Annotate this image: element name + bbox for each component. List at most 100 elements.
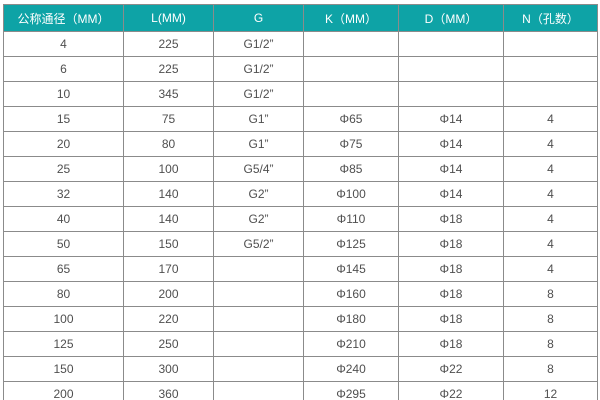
table-cell: 4: [3, 31, 124, 57]
table-cell: [213, 331, 304, 357]
table-cell: Φ110: [303, 206, 399, 232]
column-header-g: G: [213, 4, 304, 32]
table-cell: Φ14: [398, 106, 504, 132]
table-cell: 8: [503, 331, 598, 357]
table-cell: G1/2”: [213, 31, 304, 57]
table-cell: G5/2”: [213, 231, 304, 257]
table-cell: 32: [3, 181, 124, 207]
table-cell: 250: [123, 331, 214, 357]
table-cell: Φ160: [303, 281, 399, 307]
table-cell: [398, 31, 504, 57]
spec-table: 公称通径（MM） L(MM) G K（MM） D（MM） N（孔数） 4 225 G…: [3, 4, 598, 400]
table-body: 4 225 G1/2” 6 225 G1/2” 10 345 G1/2” 15 75 G1” Φ65 Φ1…: [3, 31, 598, 400]
table-cell: 4: [503, 156, 598, 182]
table-cell: Φ145: [303, 256, 399, 282]
table-cell: 4: [503, 131, 598, 157]
table-cell: 65: [3, 256, 124, 282]
table-cell: 100: [3, 306, 124, 332]
table-cell: [503, 81, 598, 107]
table-row: 80 200 Φ160 Φ18 8: [3, 281, 598, 307]
table-cell: [213, 356, 304, 382]
table-row: 125 250 Φ210 Φ18 8: [3, 331, 598, 357]
table-cell: 80: [123, 131, 214, 157]
table-cell: Φ75: [303, 131, 399, 157]
table-cell: 4: [503, 106, 598, 132]
table-cell: G2”: [213, 181, 304, 207]
column-header-l: L(MM): [123, 4, 214, 32]
table-cell: Φ210: [303, 331, 399, 357]
table-cell: Φ18: [398, 256, 504, 282]
table-cell: Φ125: [303, 231, 399, 257]
table-cell: 4: [503, 206, 598, 232]
table-cell: Φ22: [398, 381, 504, 400]
table-cell: Φ18: [398, 206, 504, 232]
table-cell: 200: [3, 381, 124, 400]
table-row: 50 150 G5/2” Φ125 Φ18 4: [3, 231, 598, 257]
table-cell: [503, 56, 598, 82]
table-cell: Φ14: [398, 156, 504, 182]
table-cell: G2”: [213, 206, 304, 232]
table-cell: Φ18: [398, 331, 504, 357]
table-row: 40 140 G2” Φ110 Φ18 4: [3, 206, 598, 232]
table-row: 65 170 Φ145 Φ18 4: [3, 256, 598, 282]
table-cell: 150: [123, 231, 214, 257]
column-header-k: K（MM）: [303, 4, 399, 32]
table-cell: Φ18: [398, 231, 504, 257]
table-row: 100 220 Φ180 Φ18 8: [3, 306, 598, 332]
table-cell: 200: [123, 281, 214, 307]
table-cell: 140: [123, 206, 214, 232]
table-cell: 345: [123, 81, 214, 107]
table-cell: Φ180: [303, 306, 399, 332]
table-cell: [213, 256, 304, 282]
table-cell: [303, 56, 399, 82]
table-cell: G1/2”: [213, 81, 304, 107]
table-cell: 6: [3, 56, 124, 82]
table-row: 200 360 Φ295 Φ22 12: [3, 381, 598, 400]
table-cell: Φ85: [303, 156, 399, 182]
table-cell: Φ65: [303, 106, 399, 132]
table-cell: Φ18: [398, 306, 504, 332]
table-cell: [213, 381, 304, 400]
table-row: 25 100 G5/4” Φ85 Φ14 4: [3, 156, 598, 182]
table-cell: 220: [123, 306, 214, 332]
table-row: 4 225 G1/2”: [3, 31, 598, 57]
table-cell: 4: [503, 181, 598, 207]
table-cell: [398, 56, 504, 82]
table-cell: [503, 31, 598, 57]
table-cell: G5/4”: [213, 156, 304, 182]
table-header-row: 公称通径（MM） L(MM) G K（MM） D（MM） N（孔数）: [3, 4, 598, 32]
table-cell: 125: [3, 331, 124, 357]
table-cell: 12: [503, 381, 598, 400]
table-row: 6 225 G1/2”: [3, 56, 598, 82]
table-cell: 8: [503, 356, 598, 382]
table-cell: G1/2”: [213, 56, 304, 82]
column-header-n-holes: N（孔数）: [503, 4, 598, 32]
table-cell: 8: [503, 281, 598, 307]
table-cell: 80: [3, 281, 124, 307]
table-cell: Φ295: [303, 381, 399, 400]
table-row: 10 345 G1/2”: [3, 81, 598, 107]
table-cell: Φ14: [398, 181, 504, 207]
table-cell: 300: [123, 356, 214, 382]
table-cell: 140: [123, 181, 214, 207]
table-cell: [213, 306, 304, 332]
table-cell: Φ240: [303, 356, 399, 382]
table-cell: Φ100: [303, 181, 399, 207]
table-cell: 360: [123, 381, 214, 400]
table-cell: Φ14: [398, 131, 504, 157]
table-cell: [303, 31, 399, 57]
table-cell: 150: [3, 356, 124, 382]
table-cell: 225: [123, 56, 214, 82]
table-row: 32 140 G2” Φ100 Φ14 4: [3, 181, 598, 207]
table-cell: 170: [123, 256, 214, 282]
table-row: 150 300 Φ240 Φ22 8: [3, 356, 598, 382]
column-header-d: D（MM）: [398, 4, 504, 32]
table-cell: 25: [3, 156, 124, 182]
table-cell: Φ22: [398, 356, 504, 382]
table-cell: 75: [123, 106, 214, 132]
table-cell: 15: [3, 106, 124, 132]
table-cell: [398, 81, 504, 107]
table-cell: 20: [3, 131, 124, 157]
table-cell: G1”: [213, 106, 304, 132]
